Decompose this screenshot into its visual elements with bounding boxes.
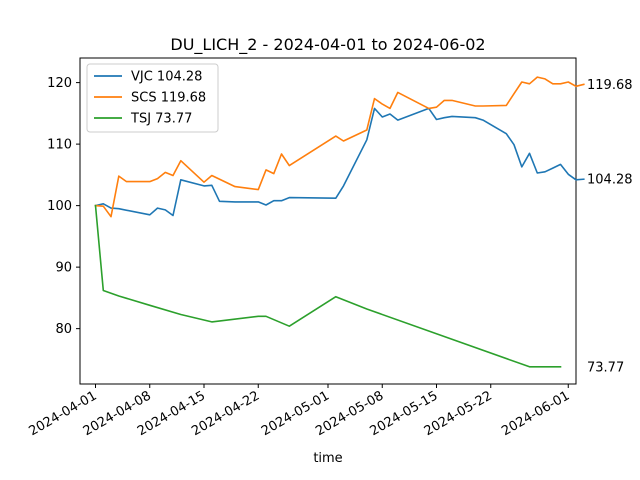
x-tick-label: 2024-06-01 [499,388,572,439]
y-tick-label: 100 [47,199,72,214]
chart-title: DU_LICH_2 - 2024-04-01 to 2024-06-02 [170,35,485,55]
series-end-labels: 104.28 119.68 73.77 [587,78,633,375]
legend: VJC 104.28 SCS 119.68 TSJ 73.77 [86,63,219,133]
y-tick-label: 110 [47,138,72,153]
legend-label: SCS 119.68 [131,91,206,106]
end-label-scs: 119.68 [587,78,633,93]
legend-label: TSJ 73.77 [130,112,192,127]
y-tick-label: 90 [55,261,72,276]
legend-box [86,63,219,133]
series-line-vjc [94,107,585,217]
y-axis: 80 90 100 110 120 [47,76,80,337]
legend-entries: VJC 104.28 SCS 119.68 TSJ 73.77 [94,70,206,127]
legend-label: VJC 104.28 [131,70,202,85]
series-layer [94,76,585,368]
x-axis: 2024-04-012024-04-082024-04-152024-04-22… [27,384,572,439]
series-line-scs [94,76,585,218]
y-tick-label: 120 [47,76,72,91]
y-tick-label: 80 [55,322,72,337]
x-axis-label: time [313,451,342,466]
end-label-tsj: 73.77 [587,360,624,375]
end-label-vjc: 104.28 [587,173,633,188]
series-line-tsj [94,204,562,368]
